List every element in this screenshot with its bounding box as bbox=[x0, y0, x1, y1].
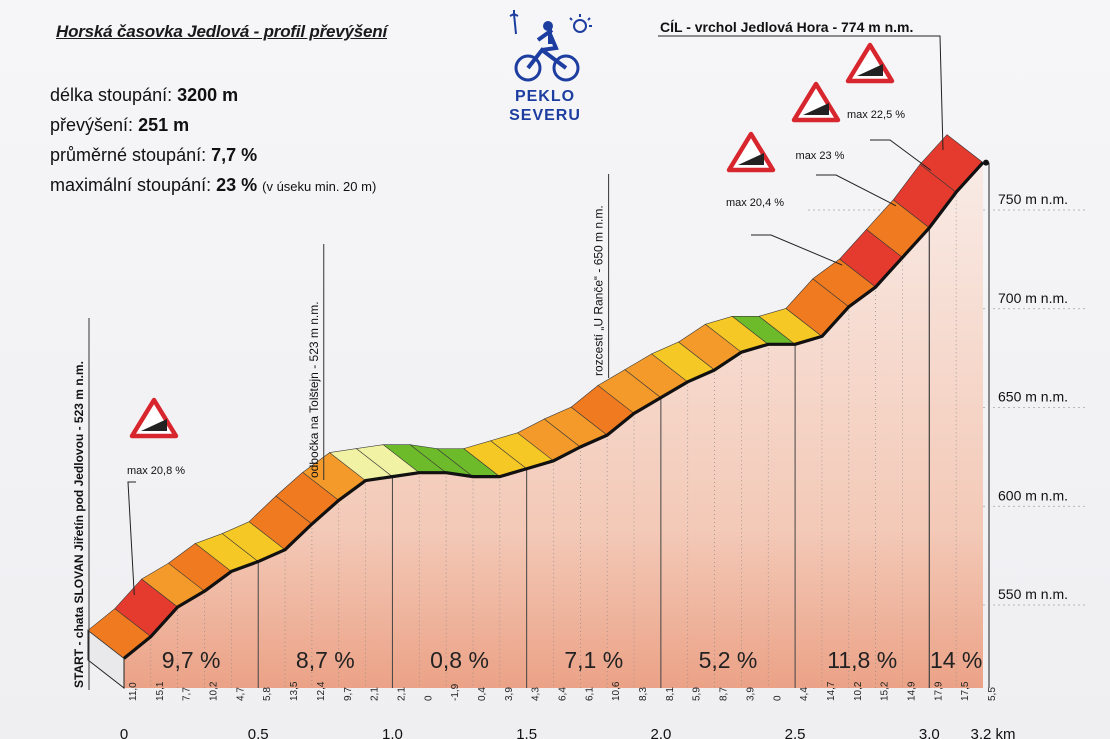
finish-leader bbox=[658, 35, 944, 151]
max-grade-leader bbox=[816, 174, 897, 207]
stat-average-grade: průměrné stoupání: 7,7 % bbox=[50, 145, 258, 165]
segment-grade-label: 7,7 bbox=[182, 687, 193, 701]
segment-grade-label: 5,5 bbox=[987, 687, 998, 701]
x-tick-label: 2,5 bbox=[785, 726, 806, 739]
segment-grade-label: 3,9 bbox=[745, 687, 756, 701]
finish-label: CÍL - vrchol Jedlová Hora - 774 m n.m. bbox=[660, 19, 914, 35]
waypoint-label: odbočka na Tolštejn - 523 m n.m. bbox=[307, 301, 321, 478]
segment-grade-label: 10,2 bbox=[209, 681, 220, 701]
segment-grade-label: 0 bbox=[772, 695, 783, 701]
y-tick-label: 750 m n.m. bbox=[998, 191, 1068, 207]
max-grade-leader bbox=[870, 139, 932, 171]
y-tick-label: 550 m n.m. bbox=[998, 586, 1068, 602]
segment-grade-label: 15,1 bbox=[155, 681, 166, 701]
segment-grade-label: 17,5 bbox=[960, 681, 971, 701]
segment-grade-label: 11,0 bbox=[128, 682, 139, 701]
steep-grade-warning-icon bbox=[726, 131, 776, 173]
section-average-label: 14 % bbox=[930, 647, 982, 673]
section-average-label: 11,8 % bbox=[827, 647, 897, 673]
finish-point bbox=[983, 159, 989, 166]
segment-grade-label: 13,5 bbox=[289, 681, 300, 701]
stat-length: délka stoupání: 3200 m bbox=[50, 85, 239, 105]
max-grade-leader bbox=[127, 481, 136, 596]
page-title: Horská časovka Jedlová - profil převýšen… bbox=[56, 22, 388, 41]
logo: PEKLO SEVERU bbox=[480, 10, 610, 130]
steep-grade-warning-icon bbox=[791, 81, 841, 123]
warning-slope bbox=[803, 103, 829, 115]
max-grade-label: max 23 % bbox=[796, 150, 845, 162]
segment-grade-label: 15,2 bbox=[880, 681, 891, 701]
waypoint-label: START - chata SLOVAN Jiřetín pod Jedlovo… bbox=[72, 361, 86, 688]
segment-grade-label: 5,9 bbox=[692, 687, 703, 701]
x-tick-label: 0,5 bbox=[248, 726, 269, 739]
segment-grade-label: 6,1 bbox=[584, 687, 595, 701]
segment-grade-label: -1,9 bbox=[450, 683, 461, 701]
segment-grade-label: 14,9 bbox=[906, 681, 917, 701]
warning-slope bbox=[857, 64, 883, 76]
devil-cyclist-icon bbox=[509, 10, 592, 82]
segment-grade-label: 9,7 bbox=[343, 687, 354, 701]
segment-grade-label: 0,4 bbox=[477, 687, 488, 701]
segment-grade-label: 10,6 bbox=[611, 681, 622, 701]
warning-slope bbox=[141, 419, 167, 431]
logo-text-line2: SEVERU bbox=[509, 107, 581, 124]
segment-grade-label: 8,3 bbox=[638, 687, 649, 701]
segment-grade-label: 0 bbox=[423, 695, 434, 701]
segment-grade-label: 10,2 bbox=[853, 681, 864, 701]
segment-grade-label: 4,3 bbox=[531, 687, 542, 701]
x-tick-label: 1,5 bbox=[516, 726, 537, 739]
segment-grade-label: 14,7 bbox=[826, 681, 837, 701]
segment-grade-label: 12,4 bbox=[316, 681, 327, 701]
max-grade-label: max 22,5 % bbox=[847, 109, 905, 121]
section-average-label: 9,7 % bbox=[162, 647, 221, 673]
climb-stats: délka stoupání: 3200 m převýšení: 251 m … bbox=[50, 80, 376, 202]
max-grade-label: max 20,4 % bbox=[726, 197, 784, 209]
steep-grade-warning-icon bbox=[845, 42, 895, 84]
warning-slope bbox=[738, 153, 764, 165]
y-tick-label: 650 m n.m. bbox=[998, 389, 1068, 405]
stat-max-grade: maximální stoupání: 23 % (v úseku min. 2… bbox=[50, 175, 377, 195]
segment-grade-label: 2,1 bbox=[396, 687, 407, 701]
x-tick-label: 1,0 bbox=[382, 726, 403, 739]
segment-grade-label: 3,9 bbox=[504, 687, 515, 701]
segment-grade-label: 4,7 bbox=[235, 687, 246, 701]
x-tick-label: 2,0 bbox=[650, 726, 671, 739]
stat-elevation-gain: převýšení: 251 m bbox=[50, 115, 190, 135]
profile-line bbox=[122, 161, 985, 660]
y-tick-label: 600 m n.m. bbox=[998, 487, 1068, 503]
steep-grade-warning-icon bbox=[129, 397, 179, 439]
max-grade-leader bbox=[751, 234, 843, 266]
section-average-label: 7,1 % bbox=[564, 647, 623, 673]
section-average-label: 5,2 % bbox=[699, 647, 758, 673]
segment-grade-label: 6,4 bbox=[558, 687, 569, 701]
segment-grade-label: 17,9 bbox=[933, 681, 944, 701]
x-tick-label: 3,2 km bbox=[970, 726, 1015, 739]
logo-text-line1: PEKLO bbox=[514, 88, 576, 105]
max-grade-label: max 20,8 % bbox=[127, 465, 185, 477]
x-tick-label: 0 bbox=[120, 726, 128, 739]
y-tick-label: 700 m n.m. bbox=[998, 290, 1068, 306]
x-tick-label: 3,0 bbox=[919, 726, 940, 739]
section-average-label: 8,7 % bbox=[296, 647, 355, 673]
segment-grade-label: 8,7 bbox=[719, 687, 730, 701]
segment-grade-label: 5,8 bbox=[262, 687, 273, 701]
waypoint-label: rozcestí „U Ranče“ - 650 m n.m. bbox=[592, 205, 606, 376]
segment-grade-label: 8,1 bbox=[665, 687, 676, 701]
segment-grade-label: 2,1 bbox=[370, 687, 381, 701]
segment-grade-label: 4,4 bbox=[799, 687, 810, 701]
section-average-label: 0,8 % bbox=[430, 647, 489, 673]
